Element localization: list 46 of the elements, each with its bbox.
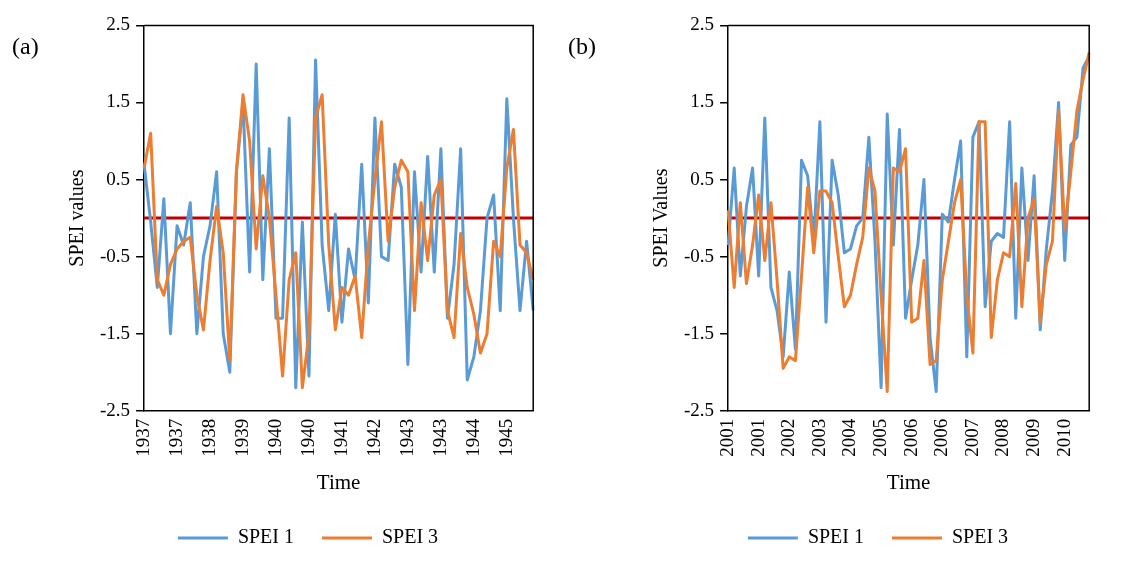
x-tick-label: 2006 xyxy=(899,418,921,457)
legend-label: SPEI 1 xyxy=(807,525,864,548)
y-tick-label: -1.5 xyxy=(684,321,715,343)
legend-label: SPEI 3 xyxy=(382,525,439,548)
x-tick-label: 2005 xyxy=(869,418,891,457)
y-tick-label: -2.5 xyxy=(100,398,131,420)
x-tick-label: 2001 xyxy=(746,418,768,457)
x-tick-label: 1938 xyxy=(198,418,220,457)
x-tick-label: 2001 xyxy=(716,418,738,457)
x-tick-label: 1943 xyxy=(428,418,450,457)
x-tick-label: 2009 xyxy=(1022,418,1044,457)
y-axis-title: SPEI Values xyxy=(649,168,672,268)
y-tick-label: 1.5 xyxy=(106,90,131,112)
y-axis-title: SPEI values xyxy=(65,169,88,267)
x-tick-label: 1939 xyxy=(230,418,252,457)
x-tick-label: 2008 xyxy=(991,418,1013,457)
y-tick-label: 0.5 xyxy=(106,167,131,189)
y-tick-label: 2.5 xyxy=(690,13,715,35)
x-tick-label: 1943 xyxy=(395,418,417,457)
y-tick-label: -0.5 xyxy=(100,244,131,266)
x-tick-label: 1940 xyxy=(263,418,285,457)
x-axis-title: Time xyxy=(886,469,931,494)
x-tick-label: 2004 xyxy=(838,418,860,457)
x-tick-label: 1937 xyxy=(132,418,154,457)
legend-label: SPEI 3 xyxy=(952,525,1009,548)
y-tick-label: 2.5 xyxy=(106,13,131,35)
y-tick-label: -0.5 xyxy=(684,244,715,266)
x-tick-label: 1941 xyxy=(329,418,351,457)
y-tick-label: 0.5 xyxy=(690,167,715,189)
x-tick-label: 2003 xyxy=(807,418,829,457)
x-tick-label: 1940 xyxy=(296,418,318,457)
x-tick-label: 2010 xyxy=(1052,418,1074,457)
y-tick-label: -2.5 xyxy=(684,398,715,420)
x-tick-label: 2006 xyxy=(930,418,952,457)
x-tick-label: 1937 xyxy=(165,418,187,457)
text: (b) xyxy=(568,33,596,60)
x-axis-title: Time xyxy=(316,469,361,494)
legend-label: SPEI 1 xyxy=(237,525,294,548)
y-tick-label: -1.5 xyxy=(100,321,131,343)
text: (a) xyxy=(12,33,39,60)
x-tick-label: 2007 xyxy=(960,418,982,457)
x-tick-label: 2002 xyxy=(777,418,799,457)
x-tick-label: 1942 xyxy=(362,418,384,457)
x-tick-label: 1944 xyxy=(461,418,483,457)
x-tick-label: 1945 xyxy=(494,418,516,457)
y-tick-label: 1.5 xyxy=(690,90,715,112)
